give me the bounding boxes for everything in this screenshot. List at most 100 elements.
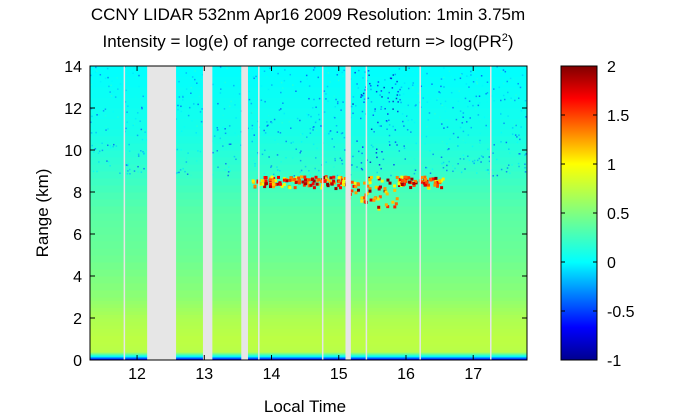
noise-pixel	[500, 168, 503, 171]
noise-pixel	[387, 113, 389, 115]
cloud-pixel	[272, 176, 276, 180]
noise-pixel	[507, 115, 509, 117]
noise-pixel	[143, 152, 145, 154]
noise-pixel	[266, 121, 268, 123]
noise-pixel	[514, 99, 516, 102]
noise-pixel	[334, 157, 336, 160]
noise-pixel	[177, 108, 179, 111]
noise-pixel	[500, 112, 502, 115]
noise-pixel	[178, 80, 180, 83]
noise-pixel	[199, 150, 202, 153]
noise-pixel	[443, 76, 445, 79]
noise-pixel	[176, 171, 179, 174]
cloud-pixel	[397, 184, 401, 188]
noise-pixel	[240, 83, 242, 86]
noise-pixel	[295, 90, 297, 93]
noise-pixel	[487, 172, 490, 175]
noise-pixel	[136, 112, 139, 114]
noise-pixel	[511, 127, 514, 129]
noise-pixel	[485, 169, 488, 171]
cloud-pixel	[288, 186, 292, 190]
noise-pixel	[323, 111, 326, 113]
noise-pixel	[372, 146, 374, 148]
noise-pixel	[343, 136, 346, 139]
noise-pixel	[314, 167, 316, 170]
cloud-pixel	[339, 181, 343, 185]
noise-pixel	[466, 75, 468, 77]
noise-pixel	[187, 114, 190, 117]
cloud-pixel	[435, 183, 439, 187]
noise-pixel	[441, 140, 444, 143]
noise-pixel	[178, 96, 181, 98]
noise-pixel	[443, 127, 445, 129]
noise-pixel	[407, 104, 410, 107]
noise-pixel	[113, 143, 115, 146]
noise-pixel	[341, 71, 343, 74]
noise-pixel	[334, 116, 336, 119]
noise-pixel	[358, 69, 360, 72]
cloud-pixel	[425, 181, 429, 185]
noise-pixel	[182, 95, 184, 98]
noise-pixel	[106, 67, 109, 70]
noise-pixel	[112, 91, 115, 93]
noise-pixel	[380, 125, 382, 127]
cloud-pixel	[271, 185, 275, 189]
cloud-pixel	[422, 181, 426, 185]
noise-pixel	[194, 108, 196, 110]
cloud-pixel	[397, 182, 401, 186]
noise-pixel	[324, 130, 326, 133]
noise-pixel	[500, 99, 502, 102]
noise-pixel	[116, 77, 119, 79]
noise-pixel	[473, 159, 476, 162]
cloud-pixel	[264, 182, 268, 186]
noise-pixel	[114, 96, 117, 98]
noise-pixel	[109, 144, 112, 147]
cloud-pixel	[311, 182, 315, 186]
noise-pixel	[380, 106, 383, 108]
cloud-pixel	[378, 185, 382, 189]
noise-pixel	[294, 86, 296, 89]
noise-pixel	[507, 164, 510, 166]
cloud-pixel	[410, 177, 414, 181]
noise-pixel	[312, 143, 315, 146]
noise-pixel	[516, 141, 519, 144]
noise-pixel	[270, 166, 272, 169]
cloud-pixel	[317, 178, 321, 182]
noise-pixel	[327, 100, 329, 102]
noise-pixel	[425, 135, 428, 138]
noise-pixel	[398, 94, 401, 96]
heatmap-band	[90, 143, 527, 151]
noise-pixel	[340, 132, 343, 135]
noise-pixel	[525, 116, 527, 118]
noise-pixel	[462, 139, 465, 141]
noise-pixel	[478, 120, 481, 123]
noise-pixel	[490, 95, 493, 97]
noise-pixel	[452, 106, 454, 109]
noise-pixel	[440, 102, 442, 105]
cloud-pixel	[354, 185, 358, 189]
noise-pixel	[211, 173, 214, 176]
noise-pixel	[399, 98, 401, 101]
noise-pixel	[372, 114, 375, 116]
cloud-pixel	[365, 191, 369, 195]
cloud-pixel	[372, 198, 376, 202]
cloud-pixel	[434, 176, 438, 180]
noise-pixel	[448, 134, 450, 136]
thin-gap	[365, 66, 368, 360]
plot-frame	[89, 65, 528, 361]
cloud-pixel	[356, 188, 360, 192]
noise-pixel	[388, 144, 391, 146]
noise-pixel	[510, 99, 512, 101]
x-tick-label: 17	[464, 366, 482, 383]
colorbar-tick-label: -1	[607, 353, 621, 370]
noise-pixel	[506, 80, 509, 83]
noise-pixel	[370, 88, 372, 91]
x-tick-label: 13	[195, 366, 213, 383]
cloud-pixel	[264, 176, 268, 180]
noise-pixel	[363, 98, 366, 100]
noise-pixel	[496, 158, 498, 161]
noise-pixel	[515, 94, 517, 96]
x-tick-label: 14	[263, 366, 281, 383]
noise-pixel	[517, 82, 519, 85]
